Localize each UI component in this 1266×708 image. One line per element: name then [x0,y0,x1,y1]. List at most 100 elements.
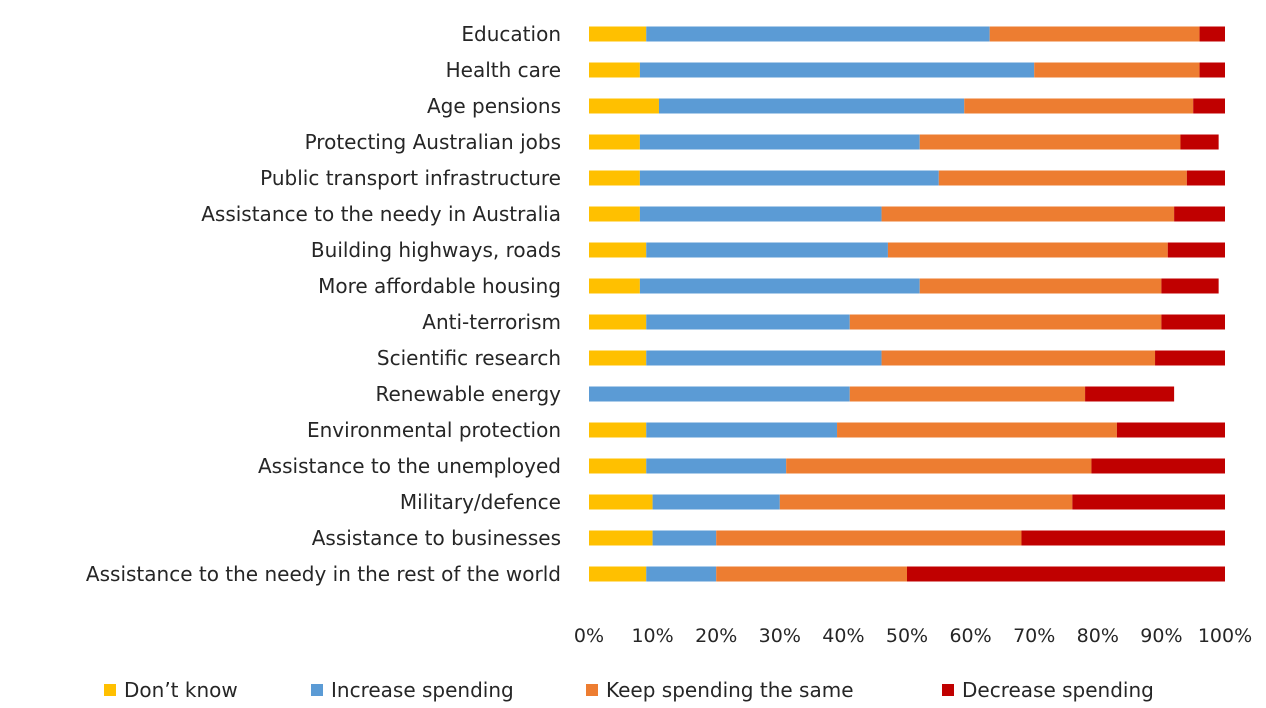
bar-segment-keep-spending-the-same [938,170,1187,186]
legend-label-increase-spending: Increase spending [331,678,514,702]
bar-segment-decrease-spending [1193,98,1225,114]
legend: Don’t know Increase spending Keep spending… [104,678,1154,702]
legend-label-don-t-know: Don’t know [124,678,238,702]
bar-segment-decrease-spending [1091,458,1225,474]
bar-segment-decrease-spending [1199,26,1225,42]
category-label: Environmental protection [307,418,561,442]
x-tick-label: 70% [1013,625,1055,647]
bar-segment-keep-spending-the-same [881,206,1175,222]
bar-segment-decrease-spending [1180,134,1219,150]
bar-segment-don-t-know [589,98,659,114]
bar-segment-increase-spending [652,530,717,546]
x-tick-label: 50% [886,625,928,647]
category-label: Protecting Australian jobs [305,130,561,154]
bar-segment-keep-spending-the-same [964,98,1194,114]
bar-segment-don-t-know [589,422,647,438]
legend-swatch-increase-spending [311,684,323,696]
bar-segment-don-t-know [589,170,640,186]
bar-segment-keep-spending-the-same [849,386,1086,402]
category-label: Education [461,22,561,46]
category-label: Building highways, roads [311,238,561,262]
category-label: Age pensions [427,94,561,118]
category-label: Assistance to the needy in Australia [201,202,561,226]
bar-segment-keep-spending-the-same [881,350,1156,366]
bar-segment-don-t-know [589,350,647,366]
bar-segment-don-t-know [589,314,647,330]
bar-segment-increase-spending [646,26,990,42]
category-labels: Education Health care Age pensions Protecti… [86,22,561,586]
category-label: Assistance to businesses [312,526,561,550]
category-label: Assistance to the unemployed [258,454,561,478]
category-label: Public transport infrastructure [260,166,561,190]
bar-segment-don-t-know [589,566,647,582]
bar-segment-decrease-spending [907,566,1225,582]
x-tick-label: 10% [631,625,673,647]
bar-segment-decrease-spending [1116,422,1225,438]
bar-segment-increase-spending [639,278,920,294]
bar-segment-don-t-know [589,278,640,294]
bar-segment-decrease-spending [1072,494,1225,510]
bar-segment-don-t-know [589,494,653,510]
bar-segment-keep-spending-the-same [849,314,1162,330]
bar-segment-increase-spending [646,314,850,330]
x-axis-tick-labels: 0% 10% 20% 30% 40% 50% 60% 70% 80% 90% 100% [574,625,1252,647]
category-label: More affordable housing [318,274,561,298]
bar-segment-keep-spending-the-same [837,422,1117,438]
bar-segment-keep-spending-the-same [1034,62,1200,78]
legend-label-decrease-spending: Decrease spending [962,678,1154,702]
legend-swatch-keep-spending-the-same [586,684,598,696]
bar-segment-increase-spending [639,206,882,222]
bar-segment-increase-spending [646,422,838,438]
bar-segment-increase-spending [646,350,882,366]
bar-segment-don-t-know [589,242,647,258]
bar-segment-keep-spending-the-same [716,566,907,582]
bar-segment-decrease-spending [1161,278,1219,294]
x-tick-label: 20% [695,625,737,647]
bar-segment-decrease-spending [1161,314,1225,330]
bar-segment-keep-spending-the-same [989,26,1200,42]
bar-segment-keep-spending-the-same [887,242,1168,258]
bar-segment-don-t-know [589,206,640,222]
bar-segment-increase-spending [639,134,920,150]
legend-label-keep-spending-the-same: Keep spending the same [606,678,854,702]
x-tick-label: 30% [759,625,801,647]
category-label: Renewable energy [376,382,562,406]
bar-segment-decrease-spending [1021,530,1225,546]
x-tick-label: 60% [949,625,991,647]
x-tick-label: 80% [1077,625,1119,647]
bar-segment-increase-spending [589,386,850,402]
bar-segment-decrease-spending [1186,170,1225,186]
bar-segment-keep-spending-the-same [716,530,1022,546]
bars [589,26,1225,582]
bar-segment-keep-spending-the-same [919,278,1162,294]
bar-segment-increase-spending [639,170,939,186]
x-tick-label: 100% [1198,625,1252,647]
bar-segment-keep-spending-the-same [779,494,1073,510]
bar-segment-increase-spending [652,494,780,510]
bar-segment-decrease-spending [1155,350,1225,366]
bar-segment-don-t-know [589,134,640,150]
x-tick-label: 40% [822,625,864,647]
category-label: Scientific research [377,346,561,370]
legend-swatch-don-t-know [104,684,116,696]
bar-segment-don-t-know [589,26,647,42]
bar-segment-keep-spending-the-same [919,134,1181,150]
bar-segment-increase-spending [646,242,888,258]
bar-segment-decrease-spending [1085,386,1175,402]
bar-segment-keep-spending-the-same [786,458,1092,474]
bar-segment-don-t-know [589,458,647,474]
bar-segment-increase-spending [639,62,1035,78]
category-label: Health care [446,58,561,82]
legend-swatch-decrease-spending [942,684,954,696]
x-tick-label: 90% [1140,625,1182,647]
bar-segment-decrease-spending [1174,206,1225,222]
bar-segment-increase-spending [646,566,717,582]
category-label: Assistance to the needy in the rest of t… [86,562,561,586]
bar-segment-don-t-know [589,530,653,546]
bar-segment-increase-spending [646,458,787,474]
bar-segment-don-t-know [589,62,640,78]
x-tick-label: 0% [574,625,604,647]
bar-segment-decrease-spending [1167,242,1225,258]
